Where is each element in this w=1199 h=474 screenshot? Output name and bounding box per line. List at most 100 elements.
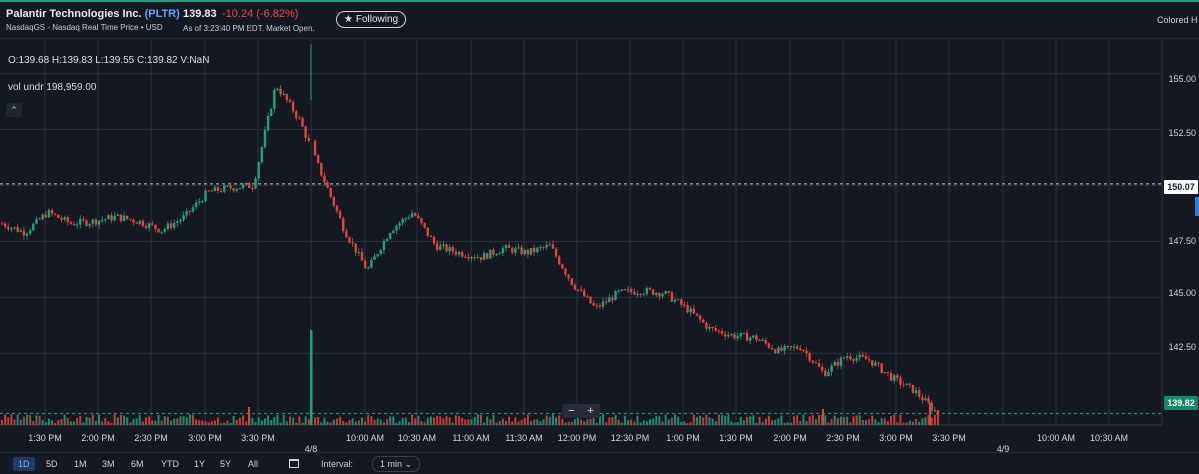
candle-body (182, 215, 185, 220)
volume-bar (404, 417, 407, 425)
chevron-up-icon[interactable]: ⌃ (6, 103, 22, 117)
volume-bar (583, 421, 586, 425)
candle-body (698, 315, 702, 320)
candle-body (226, 185, 229, 187)
range-1m-button[interactable]: 1M (74, 459, 87, 469)
candle-body (235, 189, 238, 191)
candle-body (852, 359, 855, 361)
candle-body (501, 248, 505, 254)
candle-body (404, 218, 408, 220)
volume-bar (357, 420, 360, 425)
candle-body (514, 248, 517, 253)
volume-bar (138, 414, 141, 425)
volume-bar (542, 419, 545, 425)
range-5d-button[interactable]: 5D (46, 459, 58, 469)
candle-body (260, 147, 264, 163)
volume-bar (76, 417, 79, 425)
volume-bar (933, 414, 936, 425)
range-ytd-button[interactable]: YTD (161, 459, 179, 469)
candle-body (526, 249, 530, 255)
candle-body (808, 353, 811, 361)
candle-body (113, 215, 116, 221)
candle-body (122, 215, 126, 222)
candle-body (291, 101, 295, 112)
colored-hours-toggle[interactable]: Colored H (1157, 15, 1198, 25)
candle-body (717, 330, 721, 332)
volume-bar (439, 416, 442, 425)
volume-bar (711, 418, 714, 425)
candle-body (282, 93, 285, 95)
candle-body (752, 335, 755, 338)
volume-bar (210, 421, 213, 425)
candle-body (799, 348, 802, 350)
range-1y-button[interactable]: 1Y (194, 459, 206, 469)
candle-body (871, 360, 874, 366)
candle-body (326, 182, 329, 189)
candle-body (686, 304, 689, 313)
candle-body (345, 231, 348, 238)
volume-bar (113, 414, 116, 425)
volume-bar (407, 421, 410, 425)
volume-bar (254, 421, 257, 425)
interval-select[interactable]: 1 min ⌄ (372, 456, 421, 472)
following-button[interactable]: ★ Following (336, 11, 406, 28)
candle-body (736, 336, 739, 339)
candle-body (298, 117, 301, 119)
candle-body (141, 220, 145, 226)
range-5y-button[interactable]: 5Y (220, 459, 232, 469)
candle-body (392, 230, 395, 233)
candle-body (670, 292, 674, 302)
volume-bar (561, 418, 564, 425)
volume-bar (361, 417, 363, 425)
volume-bar (595, 422, 598, 425)
volume-bar (342, 420, 345, 425)
volume-bar (555, 417, 558, 425)
candle-body (97, 220, 101, 225)
candle-body (598, 305, 602, 307)
calendar-icon[interactable] (289, 459, 299, 468)
candle-body (867, 359, 871, 361)
candle-body (692, 308, 696, 314)
candle-body (201, 201, 204, 203)
ticker-symbol[interactable]: (PLTR) (144, 8, 180, 20)
candle-body (426, 227, 429, 236)
candle-body (482, 253, 486, 260)
volume-bar (658, 416, 661, 425)
y-tick-label: 152.50 (1168, 128, 1196, 138)
x-tick-label: 11:30 AM (505, 433, 543, 443)
volume-bar (176, 418, 179, 425)
volume-bar (921, 418, 924, 425)
candle-body (667, 291, 670, 293)
candle-body (636, 293, 639, 295)
volume-bar (263, 418, 266, 425)
volume-bar (630, 419, 633, 425)
volume-bar (536, 419, 539, 425)
candle-body (47, 209, 51, 218)
range-6m-button[interactable]: 6M (131, 459, 144, 469)
x-tick-label: 10:30 AM (1089, 433, 1129, 443)
volume-bar (865, 420, 867, 425)
candle-body (733, 334, 736, 339)
scroll-handle[interactable] (1195, 197, 1199, 216)
candle-body (532, 247, 536, 253)
zoom-out-button[interactable]: − (568, 405, 575, 417)
candle-body (470, 257, 473, 259)
range-all-button[interactable]: All (248, 459, 259, 469)
zoom-in-button[interactable]: + (587, 405, 594, 417)
x-tick-label: 10:30 AM (397, 433, 437, 443)
candle-body (770, 347, 774, 350)
candle-body (172, 222, 176, 228)
volume-bar (742, 420, 745, 425)
volume-bar (298, 416, 301, 425)
range-3m-button[interactable]: 3M (102, 459, 115, 469)
candle-body (94, 219, 98, 225)
candle-body (448, 246, 451, 252)
candle-body (398, 223, 401, 226)
volume-bar (929, 403, 931, 425)
candle-body (241, 184, 245, 189)
volume-bar (301, 422, 304, 425)
volume-bar (451, 422, 454, 425)
range-1d-button[interactable]: 1D (13, 457, 35, 471)
volume-bar (429, 416, 432, 425)
